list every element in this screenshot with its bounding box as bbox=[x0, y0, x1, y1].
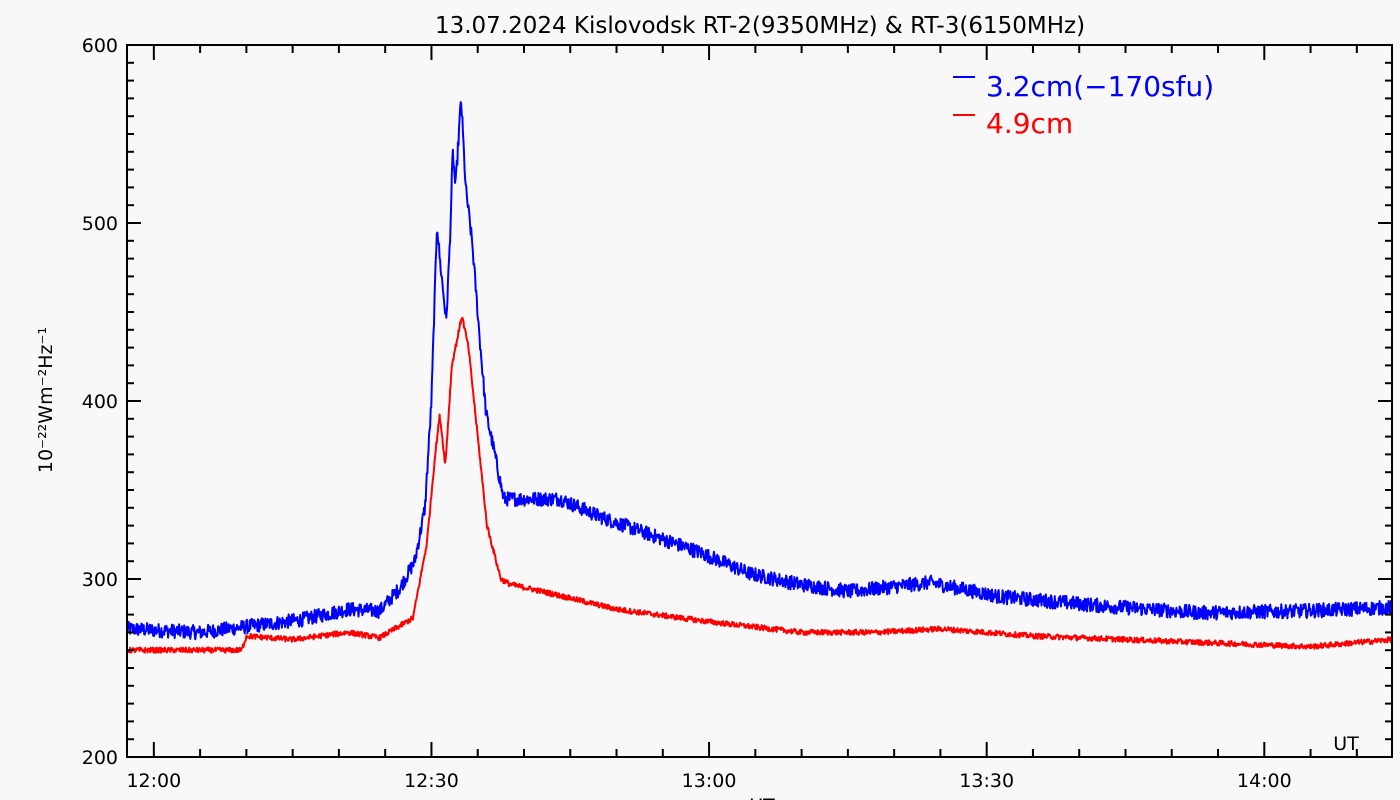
y-axis-label: 10⁻²²Wm⁻²Hz⁻¹ bbox=[35, 327, 57, 473]
x-tick-label: 14:00 bbox=[1237, 770, 1292, 792]
x-tick-label: 13:30 bbox=[959, 770, 1014, 792]
series-line-4.9cm bbox=[126, 316, 1393, 654]
x-tick-label: 12:30 bbox=[404, 770, 459, 792]
plot-frame bbox=[126, 44, 1393, 758]
legend: 3.2cm(−170sfu) 4.9cm bbox=[953, 70, 1214, 140]
y-tick-label: 600 bbox=[82, 35, 118, 57]
legend-label-4.9cm: 4.9cm bbox=[986, 107, 1073, 140]
y-tick-label: 200 bbox=[82, 747, 118, 769]
ticks-layer: 12:00 12:30 13:00 13:30 14:00 200 300 400 500 600 bbox=[82, 35, 1392, 792]
x-axis-label: UT bbox=[749, 795, 775, 800]
y-tick-label: 500 bbox=[82, 213, 118, 235]
y-tick-label: 300 bbox=[82, 569, 118, 591]
ut-inside-label: UT bbox=[1333, 733, 1359, 755]
series-layer bbox=[126, 101, 1393, 654]
legend-label-3.2cm: 3.2cm(−170sfu) bbox=[986, 70, 1214, 103]
series-line-3.2cm bbox=[126, 101, 1393, 641]
chart-title: 13.07.2024 Kislovodsk RT-2(9350MHz) & RT… bbox=[435, 13, 1085, 39]
x-tick-label: 12:00 bbox=[126, 770, 181, 792]
y-tick-label: 400 bbox=[82, 391, 118, 413]
x-tick-label: 13:00 bbox=[682, 770, 737, 792]
